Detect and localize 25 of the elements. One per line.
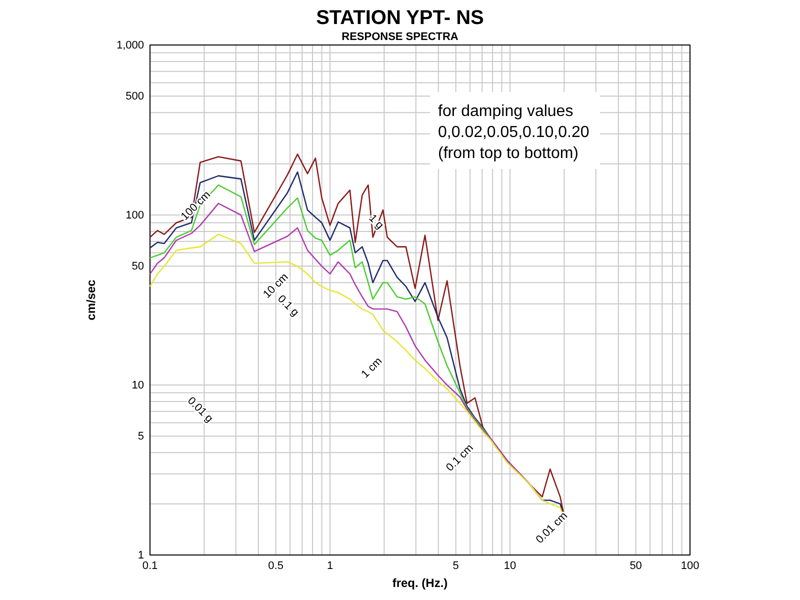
chart-subtitle: RESPONSE SPECTRA <box>342 31 458 43</box>
y-tick-label: 50 <box>132 260 144 273</box>
annotation: 1 cm <box>359 355 385 381</box>
annotation: 1 g <box>366 212 386 232</box>
x-tick-label: 0.1 <box>142 560 158 572</box>
x-tick-label: 10 <box>504 560 516 572</box>
x-tick-label: 0.5 <box>268 560 284 572</box>
x-tick-label: 1 <box>326 560 334 572</box>
x-tick-label: 5 <box>452 560 459 572</box>
annotation: 0.1 cm <box>444 442 476 474</box>
y-tick-label: 100 <box>126 210 144 222</box>
annotation: for damping values 0,0.02,0.05,0.10,0.20 (from top to bottom) <box>438 103 590 162</box>
x-axis-title: freq. (Hz.) <box>392 576 448 590</box>
chart-title: STATION YPT- NS <box>316 7 484 29</box>
y-axis-title: cm/sec <box>84 279 98 320</box>
y-tick-label: 1,000 <box>116 40 144 52</box>
y-tick-label: 10 <box>132 380 144 392</box>
annotation: 0.01 cm <box>534 510 570 546</box>
annotation: 0.1 g <box>275 293 301 319</box>
x-tick-label: 50 <box>630 560 642 572</box>
y-tick-label: 500 <box>126 90 144 103</box>
annotation: 100 cm <box>178 188 213 223</box>
y-tick-label: 5 <box>138 430 144 443</box>
y-tick-label: 1 <box>138 550 144 562</box>
x-tick-label: 100 <box>680 560 700 572</box>
